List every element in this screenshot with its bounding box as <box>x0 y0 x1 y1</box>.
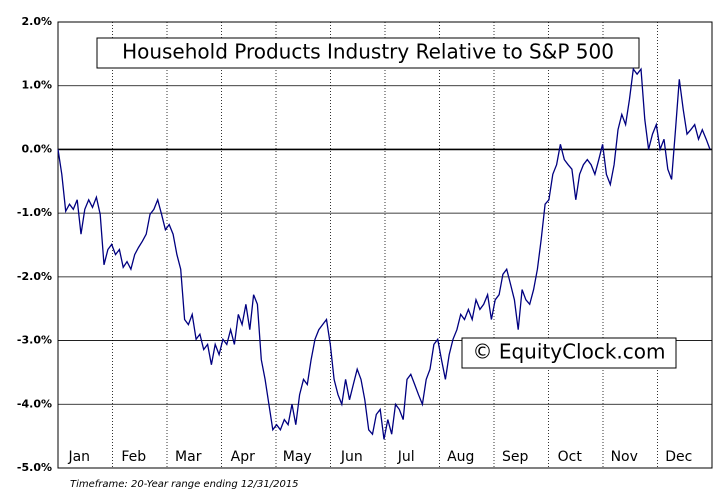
y-tick-label: -3.0% <box>17 334 52 347</box>
x-tick-label: Aug <box>447 449 474 465</box>
y-tick-label: -1.0% <box>17 206 52 219</box>
y-tick-label: 0.0% <box>21 142 52 155</box>
y-tick-label: -2.0% <box>17 270 52 283</box>
y-tick-label: -5.0% <box>17 461 52 474</box>
x-tick-label: Sep <box>502 449 529 465</box>
x-tick-label: Mar <box>175 449 202 465</box>
x-tick-label: May <box>283 449 312 465</box>
y-tick-label: -4.0% <box>17 397 52 410</box>
x-tick-label: Dec <box>665 449 692 465</box>
title-box <box>96 37 640 69</box>
plot-frame <box>57 21 713 469</box>
x-tick-label: Oct <box>558 449 583 465</box>
x-tick-label: Jun <box>340 449 363 465</box>
footnote: Timeframe: 20-Year range ending 12/31/20… <box>70 479 299 490</box>
x-tick-label: Apr <box>231 449 255 465</box>
watermark-box <box>461 337 677 369</box>
grid <box>58 21 712 469</box>
watermark: © EquityClock.com <box>472 340 665 364</box>
chart-title: Household Products Industry Relative to … <box>122 40 614 64</box>
x-tick-label: Feb <box>121 449 146 465</box>
x-tick-label: Nov <box>611 449 638 465</box>
y-tick-label: 2.0% <box>21 15 52 28</box>
y-tick-label: 1.0% <box>21 79 52 92</box>
x-tick-label: Jan <box>67 449 90 465</box>
x-tick-label: Jul <box>397 449 415 465</box>
data-line <box>57 67 711 440</box>
